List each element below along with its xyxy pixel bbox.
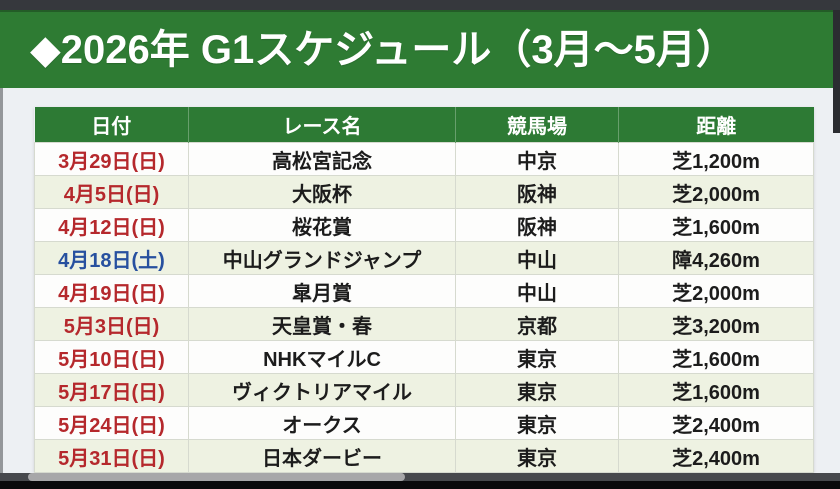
cell-date: 5月31日(日) <box>34 439 189 473</box>
frame-right-edge <box>833 0 840 133</box>
cell-course: 東京 <box>455 373 619 407</box>
cell-course: 中京 <box>455 142 619 176</box>
schedule-table-header: 日付 レース名 競馬場 距離 <box>34 107 814 143</box>
col-header-race: レース名 <box>188 107 456 143</box>
cell-date: 4月19日(日) <box>34 274 189 308</box>
cell-race: 桜花賞 <box>188 208 456 242</box>
cell-date: 5月3日(日) <box>34 307 189 341</box>
cell-distance: 芝1,200m <box>618 142 814 176</box>
cell-distance: 芝1,600m <box>618 208 814 242</box>
frame-left-edge <box>0 88 3 489</box>
cell-date: 5月17日(日) <box>34 373 189 407</box>
cell-distance: 芝2,400m <box>618 439 814 473</box>
table-row: 5月31日(日) 日本ダービー 東京 芝2,400m <box>34 439 814 473</box>
cell-race: 皐月賞 <box>188 274 456 308</box>
page-title: ◆2026年 G1スケジュール（3月〜5月） <box>30 28 736 72</box>
cell-race: 中山グランドジャンプ <box>188 241 456 275</box>
table-row: 5月17日(日) ヴィクトリアマイル 東京 芝1,600m <box>34 373 814 407</box>
cell-race: 天皇賞・春 <box>188 307 456 341</box>
cell-course: 中山 <box>455 241 619 275</box>
schedule-table: 日付 レース名 競馬場 距離 3月29日(日) 高松宮記念 中京 芝1,200m 4月5… <box>34 107 814 473</box>
table-row: 4月5日(日) 大阪杯 阪神 芝2,000m <box>34 175 814 209</box>
cell-race: ヴィクトリアマイル <box>188 373 456 407</box>
cell-distance: 芝2,400m <box>618 406 814 440</box>
table-row: 5月3日(日) 天皇賞・春 京都 芝3,200m <box>34 307 814 341</box>
seek-bar-progress <box>28 473 405 481</box>
cell-course: 阪神 <box>455 208 619 242</box>
cell-course: 東京 <box>455 406 619 440</box>
cell-date: 5月10日(日) <box>34 340 189 374</box>
cell-course: 京都 <box>455 307 619 341</box>
cell-date: 5月24日(日) <box>34 406 189 440</box>
cell-race: オークス <box>188 406 456 440</box>
table-row: 4月18日(土) 中山グランドジャンプ 中山 障4,260m <box>34 241 814 275</box>
schedule-table-body: 3月29日(日) 高松宮記念 中京 芝1,200m 4月5日(日) 大阪杯 阪神 芝2,000… <box>34 142 814 473</box>
col-header-date: 日付 <box>34 107 189 143</box>
cell-race: 大阪杯 <box>188 175 456 209</box>
cell-distance: 芝3,200m <box>618 307 814 341</box>
cell-distance: 芝2,000m <box>618 175 814 209</box>
header-row: 日付 レース名 競馬場 距離 <box>34 107 814 143</box>
video-bottom-letterbox <box>0 473 840 489</box>
cell-race: 高松宮記念 <box>188 142 456 176</box>
col-header-distance: 距離 <box>618 107 814 143</box>
cell-date: 4月12日(日) <box>34 208 189 242</box>
title-banner: ◆2026年 G1スケジュール（3月〜5月） <box>0 10 833 88</box>
cell-course: 東京 <box>455 439 619 473</box>
table-row: 4月19日(日) 皐月賞 中山 芝2,000m <box>34 274 814 308</box>
seek-bar-track[interactable] <box>0 473 840 481</box>
cell-distance: 芝2,000m <box>618 274 814 308</box>
video-top-letterbox <box>0 0 840 10</box>
cell-distance: 障4,260m <box>618 241 814 275</box>
cell-date: 3月29日(日) <box>34 142 189 176</box>
cell-date: 4月18日(土) <box>34 241 189 275</box>
table-row: 5月24日(日) オークス 東京 芝2,400m <box>34 406 814 440</box>
cell-course: 阪神 <box>455 175 619 209</box>
cell-distance: 芝1,600m <box>618 373 814 407</box>
cell-date: 4月5日(日) <box>34 175 189 209</box>
col-header-course: 競馬場 <box>455 107 619 143</box>
table-row: 4月12日(日) 桜花賞 阪神 芝1,600m <box>34 208 814 242</box>
table-row: 5月10日(日) NHKマイルC 東京 芝1,600m <box>34 340 814 374</box>
cell-distance: 芝1,600m <box>618 340 814 374</box>
cell-course: 東京 <box>455 340 619 374</box>
cell-race: NHKマイルC <box>188 340 456 374</box>
cell-race: 日本ダービー <box>188 439 456 473</box>
table-row: 3月29日(日) 高松宮記念 中京 芝1,200m <box>34 142 814 176</box>
cell-course: 中山 <box>455 274 619 308</box>
